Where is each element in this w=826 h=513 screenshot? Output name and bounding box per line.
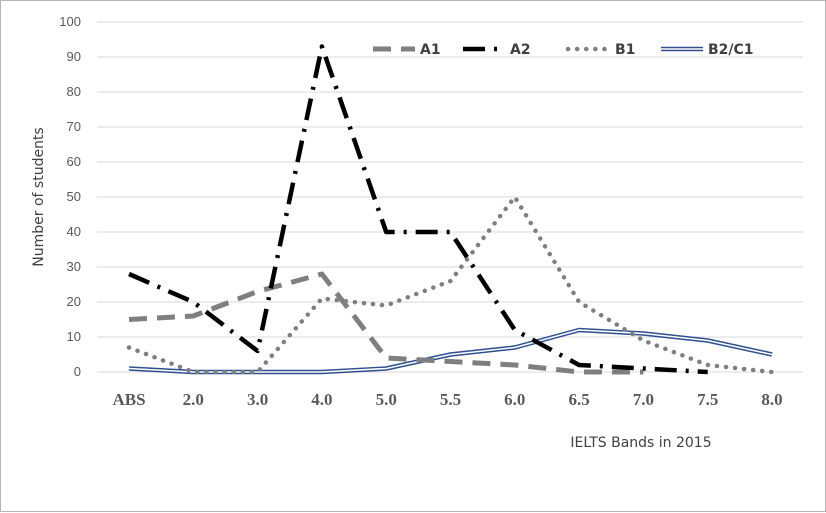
y-axis-title: Number of students bbox=[31, 127, 47, 266]
y-tick-label: 20 bbox=[67, 294, 81, 309]
y-tick-label: 60 bbox=[67, 154, 81, 169]
y-tick-label: 30 bbox=[67, 259, 81, 274]
x-tick-label: 5.0 bbox=[376, 390, 397, 409]
legend: A1 A2 B1 B2/C1 bbox=[373, 42, 754, 58]
series-line bbox=[126, 194, 775, 375]
x-axis-title: IELTS Bands in 2015 bbox=[570, 435, 711, 451]
series-a2 bbox=[128, 44, 708, 375]
gridlines bbox=[97, 21, 803, 373]
x-tick-label: ABS bbox=[112, 390, 145, 409]
legend-label: A2 bbox=[510, 42, 531, 58]
legend-item: B2/C1 bbox=[661, 42, 754, 58]
x-tick-label: 3.0 bbox=[247, 390, 268, 409]
legend-item: A1 bbox=[373, 42, 441, 58]
series-a1 bbox=[128, 271, 644, 375]
x-tick-label: 6.5 bbox=[568, 390, 589, 409]
legend-label: B2/C1 bbox=[708, 42, 754, 58]
x-axis-ticks: ABS 2.0 3.0 4.0 5.0 5.5 6.0 6.5 7.0 7.5 8.0 bbox=[112, 390, 782, 409]
y-tick-label: 70 bbox=[67, 119, 81, 134]
series-line-inner bbox=[128, 329, 773, 373]
x-tick-label: 7.0 bbox=[633, 390, 654, 409]
x-tick-label: 4.0 bbox=[311, 390, 332, 409]
y-tick-label: 10 bbox=[67, 329, 81, 344]
x-tick-label: 2.0 bbox=[183, 390, 204, 409]
legend-item: A2 bbox=[463, 42, 531, 58]
series-line bbox=[128, 44, 708, 375]
x-tick-label: 5.5 bbox=[440, 390, 461, 409]
y-tick-label: 90 bbox=[67, 49, 81, 64]
series-line bbox=[128, 271, 644, 375]
y-tick-label: 100 bbox=[59, 14, 81, 29]
x-tick-label: 7.5 bbox=[697, 390, 718, 409]
x-tick-label: 6.0 bbox=[504, 390, 525, 409]
x-tick-label: 8.0 bbox=[761, 390, 782, 409]
legend-item: B1 bbox=[565, 42, 635, 58]
series-lines bbox=[126, 44, 775, 375]
legend-label: A1 bbox=[420, 42, 441, 58]
legend-label: B1 bbox=[615, 42, 635, 58]
series-b1 bbox=[126, 194, 775, 375]
y-tick-label: 50 bbox=[67, 189, 81, 204]
y-tick-label: 0 bbox=[74, 364, 81, 379]
y-axis-ticks: 0 10 20 30 40 50 60 70 80 90 100 bbox=[59, 14, 81, 379]
y-tick-label: 80 bbox=[67, 84, 81, 99]
y-tick-label: 40 bbox=[67, 224, 81, 239]
series-b2-c1 bbox=[128, 327, 773, 375]
